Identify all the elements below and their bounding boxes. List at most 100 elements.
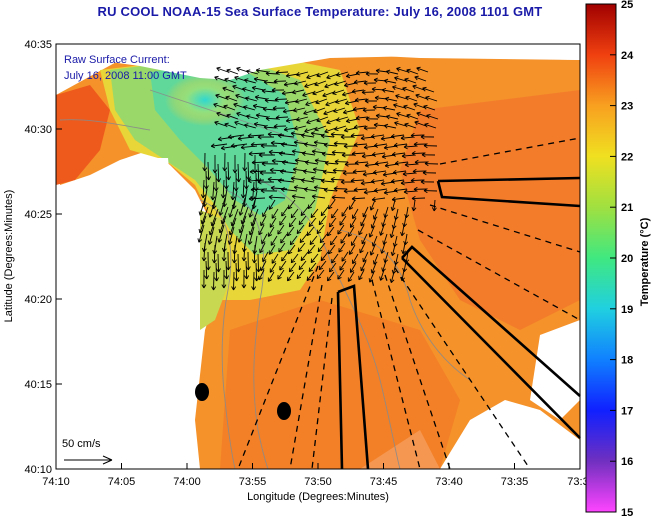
current-vector — [264, 97, 278, 103]
current-vector — [336, 116, 349, 122]
current-vector — [247, 226, 255, 245]
current-vector — [336, 71, 349, 77]
current-vector — [240, 179, 246, 199]
current-vector — [303, 109, 316, 116]
x-tick-label: 73:50 — [304, 476, 332, 488]
current-vector — [291, 194, 306, 200]
current-vector — [316, 224, 325, 235]
current-vector — [216, 253, 221, 273]
current-vector — [394, 121, 407, 127]
current-vector — [255, 113, 269, 118]
current-vector — [220, 145, 238, 151]
current-vector — [272, 105, 286, 111]
current-vector — [290, 253, 299, 264]
current-vector — [311, 194, 326, 200]
current-vector — [393, 103, 406, 109]
current-vector — [326, 73, 339, 80]
current-vector — [391, 151, 406, 157]
current-vector — [325, 100, 338, 107]
current-vector — [353, 187, 368, 193]
current-vector — [234, 262, 239, 282]
current-vector — [316, 269, 325, 280]
current-vector — [215, 93, 228, 100]
current-vector — [222, 86, 235, 93]
current-vector — [290, 208, 299, 219]
y-tick-label: 40:15 — [24, 379, 52, 391]
colorbar-tick-label: 18 — [621, 355, 633, 367]
current-vector — [211, 244, 217, 264]
current-vector — [291, 89, 305, 95]
current-vector — [259, 242, 266, 254]
current-vector — [306, 226, 315, 236]
current-vector — [421, 152, 436, 158]
current-vector — [208, 199, 216, 218]
current-vector — [223, 104, 236, 111]
current-vector — [365, 116, 379, 122]
current-vector — [322, 169, 337, 175]
current-vector — [355, 70, 369, 76]
x-tick-label: 74:05 — [108, 476, 136, 488]
current-vector — [400, 180, 415, 186]
current-vector — [338, 242, 346, 253]
colorbar-tick-label: 24 — [621, 50, 634, 62]
current-vector — [269, 217, 277, 228]
y-axis-ticks: 40:35 40:30 40:25 40:20 40:15 40:10 — [24, 39, 62, 476]
current-vector — [420, 134, 435, 140]
current-vector — [222, 152, 228, 172]
current-vector — [282, 108, 296, 114]
current-vector — [210, 143, 228, 149]
current-vector — [258, 224, 265, 236]
current-vector — [248, 196, 266, 202]
current-vector — [218, 197, 226, 216]
current-vector — [323, 109, 336, 116]
current-vector — [413, 141, 428, 147]
current-vector — [355, 115, 369, 121]
current-vector — [217, 224, 225, 243]
current-vector — [251, 244, 257, 264]
current-label-line1: Raw Surface Current: — [64, 54, 170, 66]
current-vector — [351, 196, 366, 202]
current-vector — [353, 79, 367, 85]
x-tick-label: 73:40 — [435, 476, 463, 488]
current-vector — [341, 251, 349, 262]
colorbar-tick-label: 21 — [621, 202, 633, 214]
current-vector — [203, 170, 209, 190]
current-vector — [319, 233, 328, 244]
sst-plot-area — [56, 44, 580, 469]
current-vector — [304, 160, 319, 165]
current-vector — [324, 160, 339, 166]
current-vector — [343, 188, 358, 194]
current-vector — [406, 113, 419, 120]
current-vector — [350, 235, 358, 246]
current-vector — [210, 181, 216, 201]
current-vector — [326, 271, 335, 282]
current-vector — [314, 125, 327, 132]
current-vector — [330, 235, 338, 246]
station-marker — [195, 383, 209, 401]
current-vector — [343, 82, 357, 88]
current-vector — [403, 104, 416, 111]
current-vector — [372, 104, 386, 110]
current-vector — [321, 151, 336, 157]
colorbar-label: Temperature (°C) — [639, 217, 651, 306]
current-vector — [363, 80, 377, 86]
current-vector — [221, 242, 227, 262]
current-vector — [236, 111, 249, 118]
current-vector — [243, 170, 249, 190]
current-vector — [241, 242, 247, 262]
current-vector — [214, 262, 219, 282]
current-vector — [371, 196, 386, 202]
current-vector — [351, 88, 365, 94]
current-vector — [414, 75, 427, 82]
current-vector — [283, 126, 297, 132]
current-vector — [423, 188, 438, 194]
current-vector — [261, 161, 279, 167]
current-vector — [308, 262, 317, 272]
sampling-boxes — [336, 176, 581, 470]
current-vector — [370, 217, 377, 229]
current-vector — [283, 81, 297, 87]
colorbar-tick-label: 23 — [621, 101, 633, 113]
current-vector — [413, 102, 426, 109]
current-vector — [343, 127, 357, 133]
current-vector — [233, 172, 239, 192]
